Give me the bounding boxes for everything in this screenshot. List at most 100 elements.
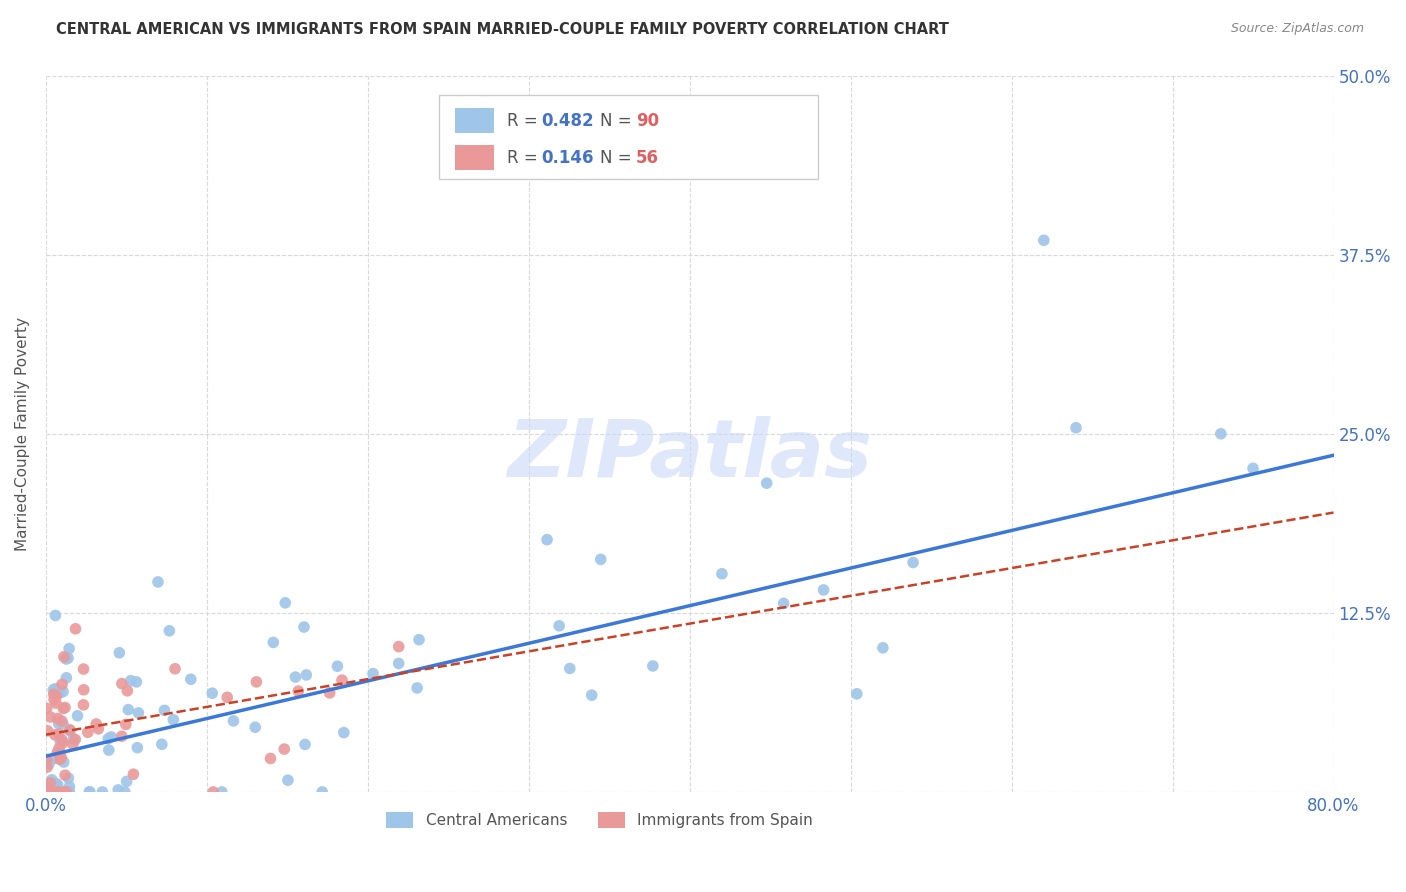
Point — [44, 608, 66, 623]
Bar — [456, 108, 494, 133]
Point — [162, 713, 184, 727]
Point — [52, 717, 75, 731]
Point — [52, 701, 75, 715]
Point — [647, 154, 669, 169]
Point — [273, 742, 295, 756]
Point — [388, 657, 411, 671]
Point — [45, 689, 67, 703]
Point — [45, 777, 67, 791]
Point — [58, 785, 80, 799]
Point — [1032, 233, 1054, 247]
Point — [73, 682, 96, 697]
Point — [48, 686, 70, 700]
Point — [326, 659, 349, 673]
Point — [51, 733, 73, 747]
Point — [48, 727, 70, 741]
Point — [42, 692, 65, 706]
Point — [55, 785, 77, 799]
Text: 0.482: 0.482 — [541, 112, 595, 129]
Point — [87, 722, 110, 736]
Point — [72, 698, 94, 712]
Point — [217, 690, 239, 705]
Point — [125, 674, 148, 689]
Point — [62, 731, 84, 746]
Point — [51, 750, 73, 764]
Point — [51, 785, 73, 799]
Point — [872, 640, 894, 655]
Point — [53, 768, 76, 782]
Point — [38, 757, 60, 772]
Point — [62, 737, 84, 751]
Point — [49, 734, 72, 748]
Point — [117, 683, 139, 698]
Text: ZIPatlas: ZIPatlas — [508, 417, 872, 494]
Point — [66, 708, 89, 723]
Point — [589, 552, 612, 566]
Point — [72, 662, 94, 676]
Point — [311, 785, 333, 799]
Point — [406, 681, 429, 695]
Text: R =: R = — [508, 149, 543, 167]
Point — [287, 684, 309, 698]
Point — [146, 574, 169, 589]
Point — [37, 784, 59, 798]
Point — [51, 714, 73, 728]
Point — [548, 619, 571, 633]
Point — [108, 646, 131, 660]
Point — [180, 672, 202, 686]
Point — [115, 774, 138, 789]
Point — [536, 533, 558, 547]
Point — [55, 671, 77, 685]
Point — [120, 673, 142, 688]
Point — [245, 674, 267, 689]
Point — [41, 772, 63, 787]
Point — [111, 676, 134, 690]
Point — [59, 723, 82, 737]
Point — [122, 767, 145, 781]
Point — [710, 566, 733, 581]
Point — [845, 687, 868, 701]
Point — [39, 776, 62, 790]
Point — [35, 701, 58, 715]
Text: Source: ZipAtlas.com: Source: ZipAtlas.com — [1230, 22, 1364, 36]
Point — [127, 740, 149, 755]
Text: R =: R = — [508, 112, 543, 129]
Point — [202, 785, 225, 799]
Point — [53, 785, 76, 799]
Point — [277, 773, 299, 788]
Point — [294, 738, 316, 752]
Point — [53, 700, 76, 714]
Point — [114, 785, 136, 799]
Point — [45, 696, 67, 710]
Point — [558, 661, 581, 675]
Point — [48, 785, 70, 799]
Point — [201, 686, 224, 700]
Point — [581, 688, 603, 702]
Point — [100, 730, 122, 744]
Point — [37, 723, 59, 738]
Point — [163, 662, 186, 676]
Point — [59, 723, 82, 738]
Text: 90: 90 — [636, 112, 659, 129]
Point — [153, 703, 176, 717]
Point — [117, 703, 139, 717]
Bar — [456, 145, 494, 170]
Point — [58, 785, 80, 799]
Point — [48, 716, 70, 731]
Point — [55, 785, 77, 799]
Point — [42, 682, 65, 697]
Point — [48, 785, 70, 799]
Point — [245, 720, 267, 734]
Text: N =: N = — [599, 112, 637, 129]
Point — [37, 760, 59, 774]
Point — [35, 753, 58, 767]
Point — [65, 732, 87, 747]
Point — [284, 670, 307, 684]
Point — [51, 785, 73, 799]
Point — [114, 717, 136, 731]
Point — [211, 785, 233, 799]
Point — [641, 659, 664, 673]
Text: 0.146: 0.146 — [541, 149, 595, 167]
Point — [388, 640, 411, 654]
Point — [222, 714, 245, 728]
